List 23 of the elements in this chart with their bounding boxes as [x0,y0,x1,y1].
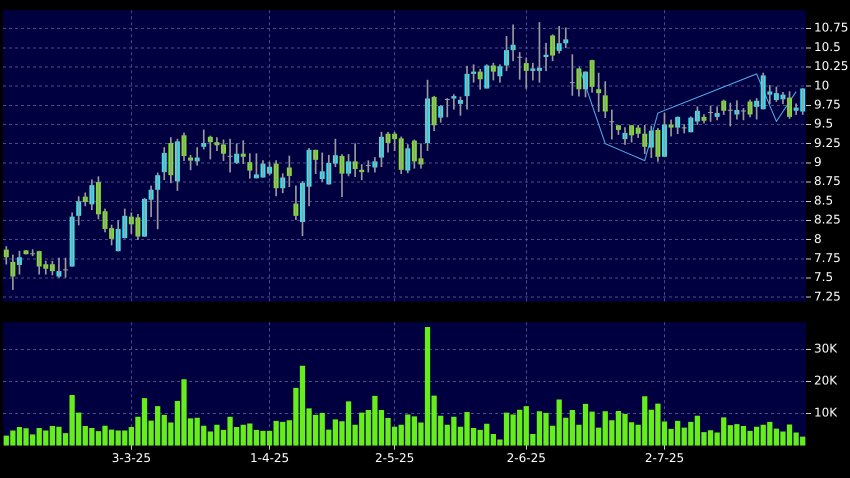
y-tick-label: 10.75 [814,20,848,35]
x-tick-label: 2-6-25 [506,450,546,465]
x-tick-label: 3-3-25 [112,450,151,465]
x-tick-label: 2-7-25 [644,450,684,465]
y-tick-label: 10K [814,406,838,420]
y-tick-label: 9.25 [814,136,841,150]
x-tick-label: 1-4-25 [250,450,290,465]
y-tick-label: 9.75 [814,97,841,112]
y-tick-label: 7.5 [814,270,834,284]
y-tick-label: 20K [814,374,838,388]
y-tick-label: 8.5 [814,193,834,208]
y-tick-label: 10.25 [814,59,848,74]
y-tick-label: 7.25 [814,289,841,304]
x-tick-label: 2-5-25 [375,450,414,465]
y-tick-label: 10.5 [814,40,841,54]
y-tick-label: 8.75 [814,174,841,188]
y-tick-label: 8.25 [814,212,841,227]
y-tick-label: 7.75 [814,250,841,265]
y-tick-label: 30K [814,342,838,356]
y-tick-label: 10 [814,78,830,92]
y-tick-label: 9 [814,155,822,170]
y-tick-label: 8 [814,232,822,246]
y-tick-label: 9.5 [814,116,834,131]
